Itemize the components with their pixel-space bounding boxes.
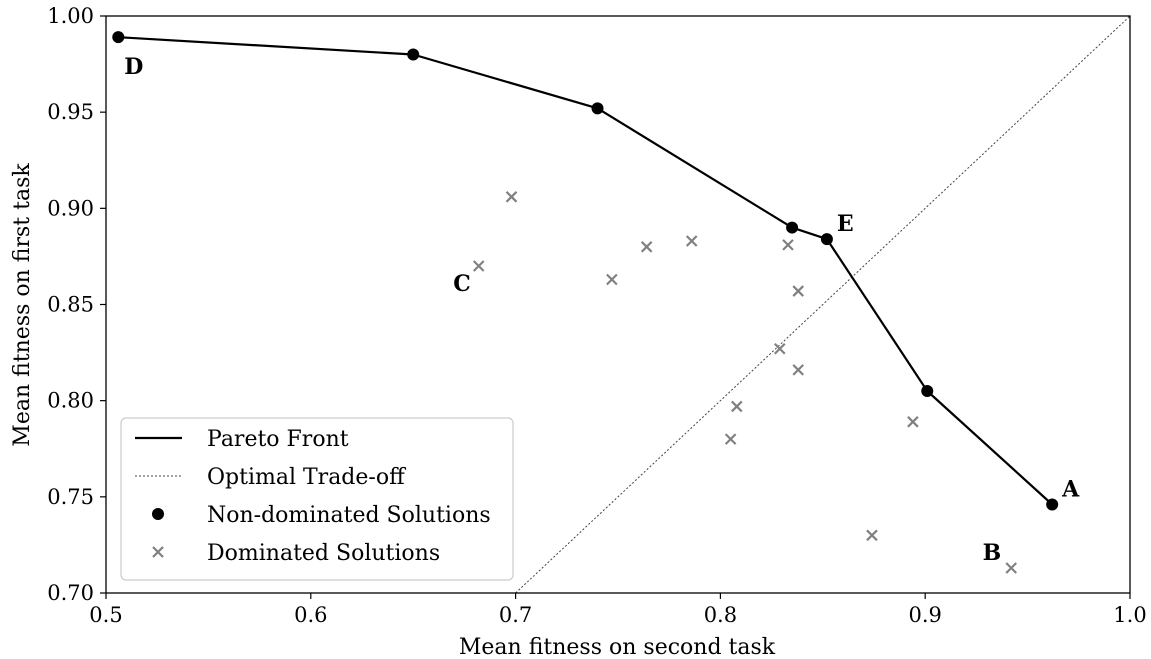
- y-tick-label: 0.85: [47, 293, 94, 317]
- x-tick-label: 0.5: [89, 603, 122, 627]
- dominated-point: [685, 235, 698, 247]
- y-tick-label: 0.75: [47, 485, 94, 509]
- dominated-point: [907, 416, 919, 428]
- y-axis-label: Mean fitness on first task: [10, 163, 35, 447]
- y-tick-label: 1.00: [47, 4, 94, 28]
- legend-item: Non-dominated Solutions: [152, 503, 491, 528]
- y-tick-label: 0.90: [47, 196, 94, 220]
- non-dominated-point: [112, 31, 125, 44]
- dominated-point: [792, 285, 805, 297]
- x-stroke-b: [774, 342, 786, 355]
- dominated-point: [774, 342, 786, 355]
- dominated-point: [866, 529, 878, 542]
- x-stroke-b: [724, 433, 737, 445]
- y-tick-label: 0.70: [47, 581, 94, 605]
- non-dominated-point: [820, 233, 833, 246]
- plot-area: A B C D E: [112, 16, 1130, 593]
- x-tick-label: 1.0: [1113, 603, 1146, 627]
- dominated-point: [640, 241, 653, 253]
- dominated-point: [724, 433, 737, 445]
- dominated-point: [731, 400, 743, 413]
- x-stroke-b: [866, 529, 878, 542]
- point-label-d: D: [124, 54, 143, 80]
- x-stroke-b: [1005, 562, 1017, 574]
- point-label-b: B: [983, 540, 1002, 566]
- legend-item: Optimal Trade-off: [135, 465, 406, 490]
- point-label-c: C: [453, 271, 471, 297]
- point-label-a: A: [1061, 477, 1080, 503]
- dominated-point: [472, 260, 485, 272]
- x-stroke-b: [472, 260, 485, 272]
- x-stroke-b: [782, 239, 794, 251]
- dominated-point: [782, 239, 794, 251]
- x-stroke-b: [640, 241, 653, 253]
- y-tick-label: 0.80: [47, 389, 94, 413]
- point-label-e: E: [837, 211, 854, 237]
- legend-label: Pareto Front: [207, 427, 349, 452]
- x-stroke-b: [731, 400, 743, 413]
- legend-item: Pareto Front: [135, 427, 349, 452]
- optimal-tradeoff-line: [515, 16, 1130, 593]
- non-dominated-point: [1046, 498, 1059, 511]
- legend-swatch-x-mark: [152, 546, 164, 558]
- x-stroke-b: [606, 273, 618, 286]
- non-dominated-point: [591, 102, 604, 115]
- dominated-point: [792, 364, 805, 376]
- x-stroke-b: [792, 364, 805, 376]
- legend: Pareto Front Optimal Trade-off Non-dominat…: [120, 417, 514, 581]
- legend-label: Non-dominated Solutions: [207, 503, 491, 528]
- x-tick-label: 0.6: [294, 603, 327, 627]
- legend-box: [120, 417, 514, 581]
- axes: 0.5 0.6 0.7 0.8 0.9 1.0 0.70 0.75 0.80 0.85 0.90 0.…: [47, 4, 1146, 627]
- dominated-point: [505, 191, 518, 203]
- dominated-point: [606, 273, 618, 286]
- legend-swatch-circle: [152, 508, 164, 520]
- legend-item: Dominated Solutions: [152, 541, 440, 566]
- x-stroke-b: [505, 191, 518, 203]
- dominated-point: [1005, 562, 1017, 574]
- x-tick-label: 0.8: [704, 603, 737, 627]
- x-stroke-b: [685, 235, 698, 247]
- legend-label: Optimal Trade-off: [207, 465, 406, 490]
- y-tick-label: 0.95: [47, 100, 94, 124]
- non-dominated-point: [786, 221, 799, 234]
- x-tick-label: 0.7: [499, 603, 532, 627]
- x-stroke-b: [152, 546, 164, 558]
- x-stroke-b: [792, 285, 805, 297]
- non-dominated-point: [407, 48, 420, 61]
- x-axis-label: Mean fitness on second task: [459, 635, 776, 659]
- legend-label: Dominated Solutions: [207, 541, 440, 566]
- x-stroke-b: [907, 416, 919, 428]
- non-dominated-point: [921, 385, 934, 398]
- x-tick-label: 0.9: [908, 603, 941, 627]
